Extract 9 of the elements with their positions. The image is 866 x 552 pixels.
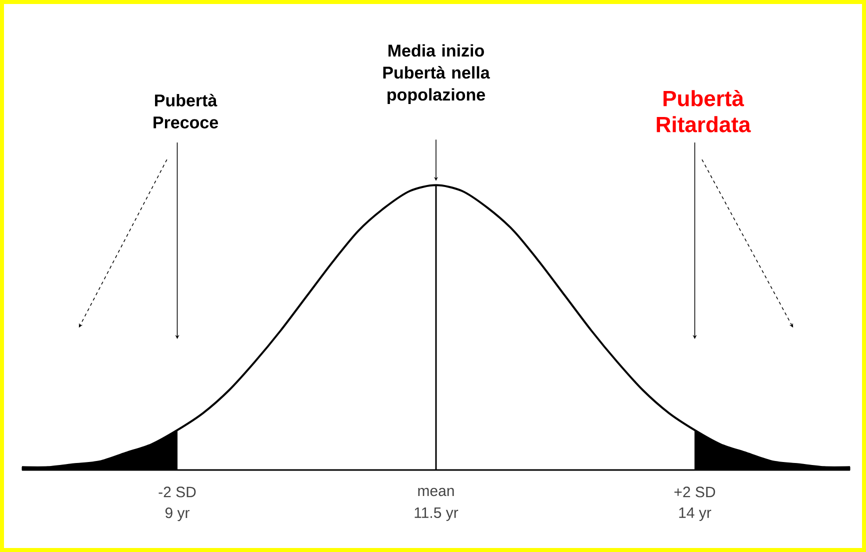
text: Pubertà Ritardata: [656, 90, 751, 132]
text: Pubertà Precoce: [154, 94, 218, 128]
text: mean: [418, 488, 454, 496]
x-tick-label: 14 yr: [679, 508, 712, 521]
x-tick-label: 9 yr: [165, 508, 190, 522]
text: -2 SD: [158, 486, 196, 498]
text: +2 SD: [674, 486, 716, 498]
text: Media inizio Pubertà nella popolazione: [383, 44, 490, 104]
x-tick-label: 11.5 yr: [414, 508, 458, 521]
